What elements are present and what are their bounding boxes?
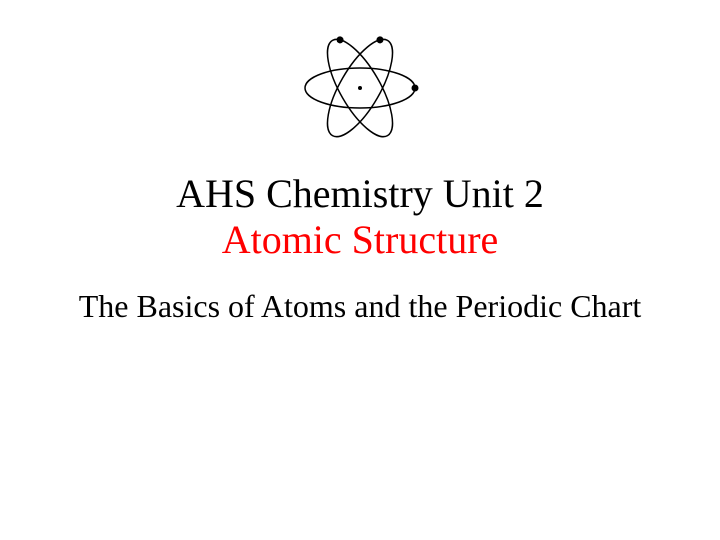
slide-title-line2: Atomic Structure	[222, 217, 499, 263]
atom-diagram-icon	[295, 28, 425, 153]
slide-title-line1: AHS Chemistry Unit 2	[176, 171, 544, 217]
slide-subtitle: The Basics of Atoms and the Periodic Cha…	[79, 287, 642, 325]
